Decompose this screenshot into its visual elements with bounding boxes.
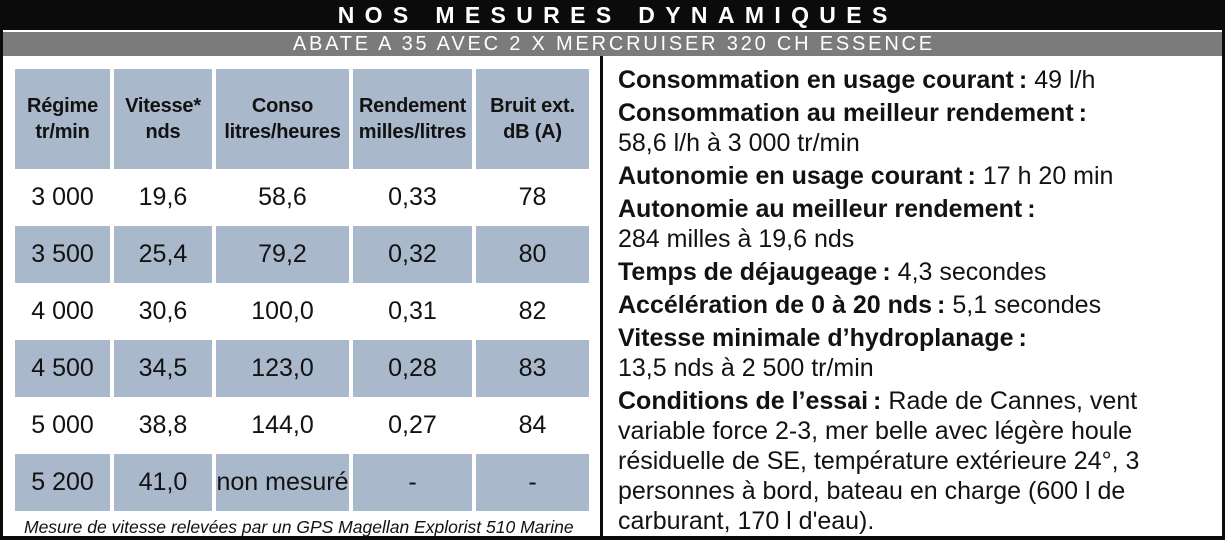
table-cell: 30,6 [138, 297, 188, 325]
table-cell: 0,32 [353, 226, 472, 283]
table-cell: 0,33 [388, 183, 437, 211]
table-cell: 144,0 [251, 411, 314, 439]
table-cell: 5 200 [15, 454, 110, 511]
column-header: Conso litres/heures [216, 69, 349, 169]
spec-value: 5,1 secondes [952, 291, 1102, 319]
table-cell: 3 000 [31, 183, 94, 211]
boat-subtitle: ABATE A 35 AVEC 2 X MERCRUISER 320 CH ES… [292, 32, 935, 55]
title-bar: NOS MESURES DYNAMIQUES [3, 0, 1222, 30]
table-footnote: Mesure de vitesse relevées par un GPS Ma… [24, 517, 574, 537]
spec-value: 284 milles à 19,6 nds [618, 225, 855, 253]
spec-label: Consommation en usage courant : [618, 66, 1028, 94]
table-cell: 0,31 [388, 297, 437, 325]
right-panel: Consommation en usage courant :49 l/h Con… [603, 56, 1222, 536]
spec-item: Accélération de 0 à 20 nds :5,1 secondes [618, 290, 1204, 320]
column-header: Rendement milles/litres [353, 69, 472, 169]
spec-value: 17 h 20 min [982, 162, 1114, 190]
table-cell: 3 500 [15, 226, 110, 283]
table-cell: 79,2 [216, 226, 349, 283]
spec-label: Temps de déjaugeage : [618, 258, 891, 286]
spec-value: Rade de Cannes, vent variable force 2-3,… [618, 387, 1140, 535]
spec-item: Autonomie en usage courant :17 h 20 min [618, 161, 1204, 191]
spec-label: Vitesse minimale d’hydroplanage : [618, 324, 1027, 352]
spec-value: 58,6 l/h à 3 000 tr/min [618, 129, 860, 157]
table-cell: 100,0 [251, 297, 314, 325]
left-panel: Régime tr/min Vitesse* nds Conso litres/he… [3, 56, 603, 536]
spec-item: Conditions de l’essai : Rade de Cannes, v… [618, 386, 1204, 536]
spec-item: Consommation en usage courant :49 l/h [618, 65, 1204, 95]
spec-value: 4,3 secondes [897, 258, 1047, 286]
column-header: Régime tr/min [15, 69, 110, 169]
table-cell: 58,6 [258, 183, 307, 211]
page-title: NOS MESURES DYNAMIQUES [337, 1, 898, 28]
table-cell: - [476, 454, 589, 511]
specs-list: Consommation en usage courant :49 l/h Con… [618, 65, 1204, 536]
table-cell: 0,28 [353, 340, 472, 397]
measures-table: Régime tr/min Vitesse* nds Conso litres/he… [15, 69, 589, 511]
spec-item: Vitesse minimale d’hydroplanage :13,5 nd… [618, 323, 1204, 383]
subtitle-bar: ABATE A 35 AVEC 2 X MERCRUISER 320 CH ES… [3, 32, 1222, 56]
table-cell: 38,8 [138, 411, 188, 439]
table-cell: 84 [518, 411, 547, 439]
table-cell: 25,4 [114, 226, 212, 283]
spec-item: Temps de déjaugeage :4,3 secondes [618, 257, 1204, 287]
table-cell: - [353, 454, 472, 511]
table-cell: 78 [518, 183, 547, 211]
spec-value: 13,5 nds à 2 500 tr/min [618, 354, 874, 382]
table-cell: 123,0 [216, 340, 349, 397]
spec-item: Autonomie au meilleur rendement :284 mil… [618, 194, 1204, 254]
table-cell: 4 000 [31, 297, 94, 325]
table-cell: non mesuré [216, 454, 349, 511]
spec-label: Accélération de 0 à 20 nds : [618, 291, 946, 319]
spec-label: Consommation au meilleur rendement : [618, 99, 1087, 127]
spec-item: Consommation au meilleur rendement :58,6… [618, 98, 1204, 158]
table-cell: 5 000 [31, 411, 94, 439]
table-cell: 19,6 [138, 183, 188, 211]
table-cell: 80 [476, 226, 589, 283]
table-cell: 41,0 [114, 454, 212, 511]
spec-value: 49 l/h [1034, 66, 1096, 94]
column-header: Bruit ext. dB (A) [476, 69, 589, 169]
table-cell: 4 500 [15, 340, 110, 397]
column-header: Vitesse* nds [114, 69, 212, 169]
spec-label: Autonomie au meilleur rendement : [618, 195, 1036, 223]
table-cell: 82 [518, 297, 547, 325]
table-cell: 0,27 [388, 411, 437, 439]
spec-label: Autonomie en usage courant : [618, 162, 976, 190]
spec-label: Conditions de l’essai : [618, 387, 882, 415]
content: Régime tr/min Vitesse* nds Conso litres/he… [3, 56, 1222, 536]
table-cell: 83 [476, 340, 589, 397]
table-cell: 34,5 [114, 340, 212, 397]
